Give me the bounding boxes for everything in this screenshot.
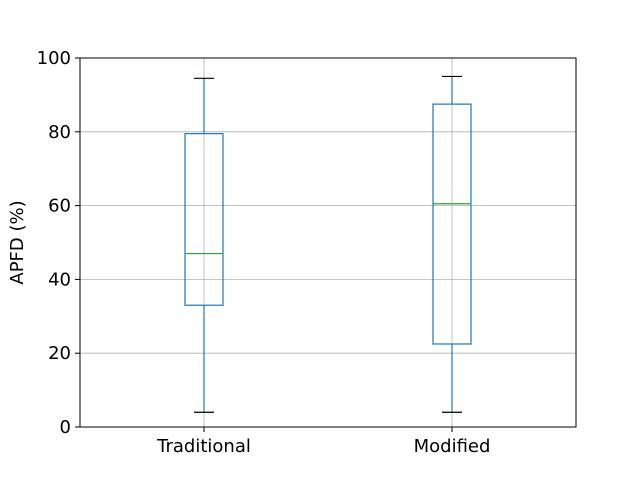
x-tick-label: Modified [414, 436, 491, 457]
box-group-modified [432, 75, 472, 413]
x-tick-label: Traditional [156, 436, 251, 457]
box-layer [184, 75, 472, 413]
y-tick-label: 60 [48, 196, 71, 217]
y-tick-label: 80 [48, 122, 71, 143]
y-tick-label: 20 [48, 343, 71, 364]
tick-layer: 0 20 40 60 80 100 Traditional Modified [37, 48, 491, 457]
plot-frame [79, 57, 577, 428]
grid-layer [80, 57, 576, 428]
iqr-box [184, 133, 224, 306]
box-group-traditional [184, 77, 224, 413]
iqr-box [432, 103, 472, 345]
y-tick-label: 0 [60, 417, 71, 438]
y-tick-label: 100 [37, 48, 71, 69]
y-axis-label: APFD (%) [7, 200, 28, 284]
y-tick-label: 40 [48, 269, 71, 290]
